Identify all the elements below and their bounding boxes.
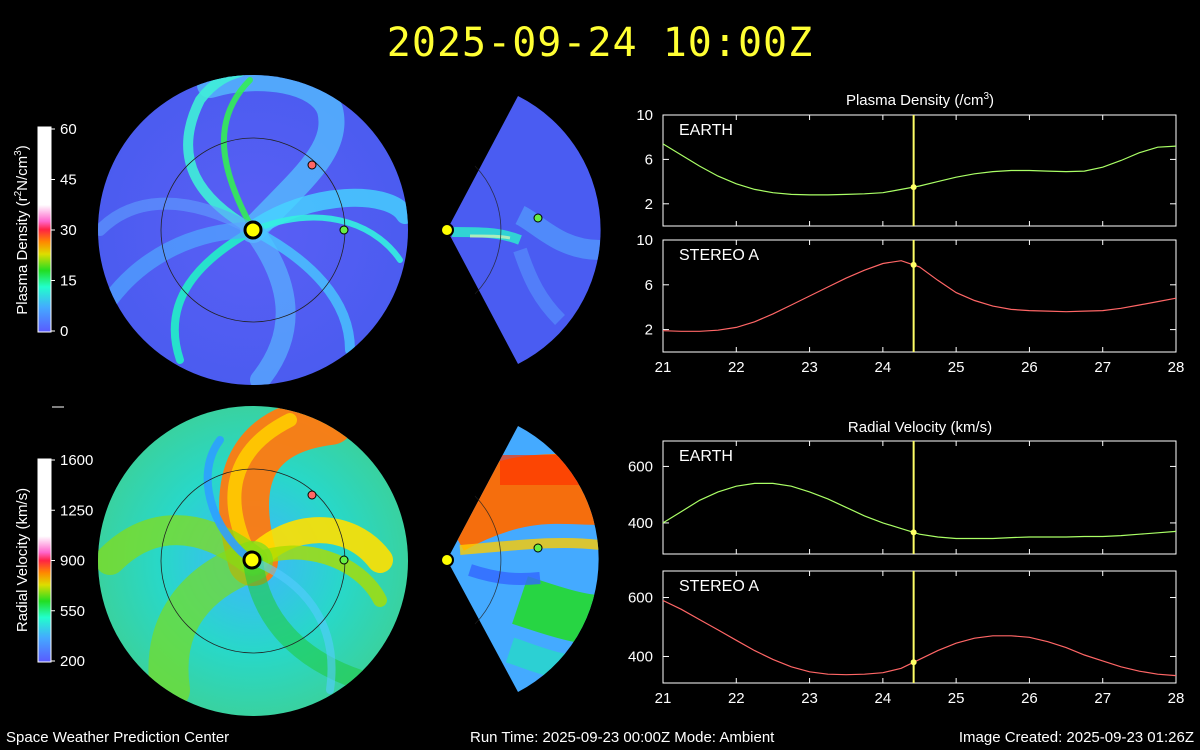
velocity-plots-title: Radial Velocity (km/s) <box>848 419 992 436</box>
colorbar-tick-label: 550 <box>60 603 85 620</box>
sun-marker-velocity-wedge <box>440 553 454 567</box>
footer-run-info: Run Time: 2025-09-23 00:00Z Mode: Ambien… <box>470 729 775 746</box>
sun-marker <box>243 220 263 240</box>
x-tick-label: 25 <box>948 690 965 707</box>
x-tick-label: 25 <box>948 359 965 376</box>
colorbar-tick-label: 1600 <box>60 452 93 469</box>
x-tick-label: 26 <box>1021 690 1038 707</box>
cursor-point <box>910 184 917 191</box>
line-plot-3: 400 600 EARTH <box>628 440 1177 555</box>
sun-marker-wedge <box>440 223 454 237</box>
y-tick-label: 2 <box>645 322 653 339</box>
velocity-colorbar-label: Radial Velocity (km/s) <box>14 488 31 632</box>
x-tick-label: 24 <box>875 359 892 376</box>
colorbar-tick-label: 900 <box>60 553 85 570</box>
cursor-point <box>910 659 917 666</box>
sun-marker-velocity <box>242 550 262 570</box>
cursor-point <box>910 261 917 268</box>
y-tick-label: 400 <box>628 648 653 665</box>
x-tick-label: 21 <box>655 359 672 376</box>
velocity-equatorial-map <box>98 406 408 716</box>
velocity-meridional-map <box>440 426 599 692</box>
stereo-a-marker-velocity <box>307 490 317 500</box>
x-tick-label: 28 <box>1168 359 1185 376</box>
x-tick-label: 23 <box>801 359 818 376</box>
stereo-a-series-line <box>662 599 1177 677</box>
x-tick-label: 21 <box>655 690 672 707</box>
x-tick-label: 23 <box>801 690 818 707</box>
y-tick-label: 2 <box>645 196 653 213</box>
footer-org: Space Weather Prediction Center <box>6 729 230 746</box>
colorbar-tick-label: 30 <box>60 222 77 239</box>
x-tick-label: 22 <box>728 359 745 376</box>
colorbar-tick-label: 200 <box>60 653 85 670</box>
panel-label: STEREO A <box>679 247 759 264</box>
colorbar-tick-label: 45 <box>60 172 77 189</box>
y-tick-label: 10 <box>636 107 653 124</box>
x-tick-label: 24 <box>875 690 892 707</box>
line-plot-4: 400 600 21 22 23 24 25 26 27 28 STEREO A <box>628 570 1185 707</box>
y-tick-label: 10 <box>636 232 653 249</box>
plot-frame <box>662 239 1177 353</box>
density-colorbar-label: Plasma Density (r2N/cm3) <box>13 145 31 314</box>
cursor-point <box>910 529 917 536</box>
x-tick-label: 27 <box>1094 359 1111 376</box>
y-tick-label: 600 <box>628 590 653 607</box>
colorbar-tick-label: 15 <box>60 273 77 290</box>
density-colorbar: 60 45 30 15 0 Plasma Density (r2N/cm3) <box>13 121 77 340</box>
x-tick-label: 26 <box>1021 359 1038 376</box>
y-tick-label: 6 <box>645 151 653 168</box>
stereo-a-marker <box>307 160 317 170</box>
x-tick-label: 27 <box>1094 690 1111 707</box>
velocity-colorbar: 1600 1250 900 550 200 Radial Velocity (km/s) <box>14 452 93 670</box>
y-tick-label: 6 <box>645 277 653 294</box>
stereo-a-series-line <box>662 260 1177 332</box>
density-equatorial-map <box>98 75 408 385</box>
y-tick-label: 400 <box>628 515 653 532</box>
x-tick-label: 28 <box>1168 690 1185 707</box>
plot-frame <box>662 114 1177 227</box>
density-plots-title: Plasma Density (/cm3) <box>846 91 994 109</box>
panel-label: STEREO A <box>679 578 759 595</box>
y-tick-label: 600 <box>628 458 653 475</box>
panel-label: EARTH <box>679 448 733 465</box>
earth-series-line <box>662 143 1177 196</box>
panel-label: EARTH <box>679 122 733 139</box>
plot-frame <box>662 570 1177 684</box>
plot-frame <box>662 440 1177 555</box>
density-meridional-map <box>440 96 601 364</box>
earth-series-line <box>662 482 1177 540</box>
earth-marker-wedge <box>533 213 543 223</box>
footer-created: Image Created: 2025-09-23 01:26Z <box>958 729 1194 746</box>
earth-marker <box>339 225 349 235</box>
page-title: 2025-09-24 10:00Z <box>386 20 814 66</box>
earth-marker-velocity-wedge <box>533 543 543 553</box>
colorbar-tick-label: 1250 <box>60 502 93 519</box>
colorbar-tick-label: 0 <box>60 323 68 340</box>
colorbar-tick-label: 60 <box>60 121 77 138</box>
x-tick-label: 22 <box>728 690 745 707</box>
earth-marker-velocity <box>339 555 349 565</box>
line-plot-1: 2 6 10 EARTH <box>636 107 1177 227</box>
